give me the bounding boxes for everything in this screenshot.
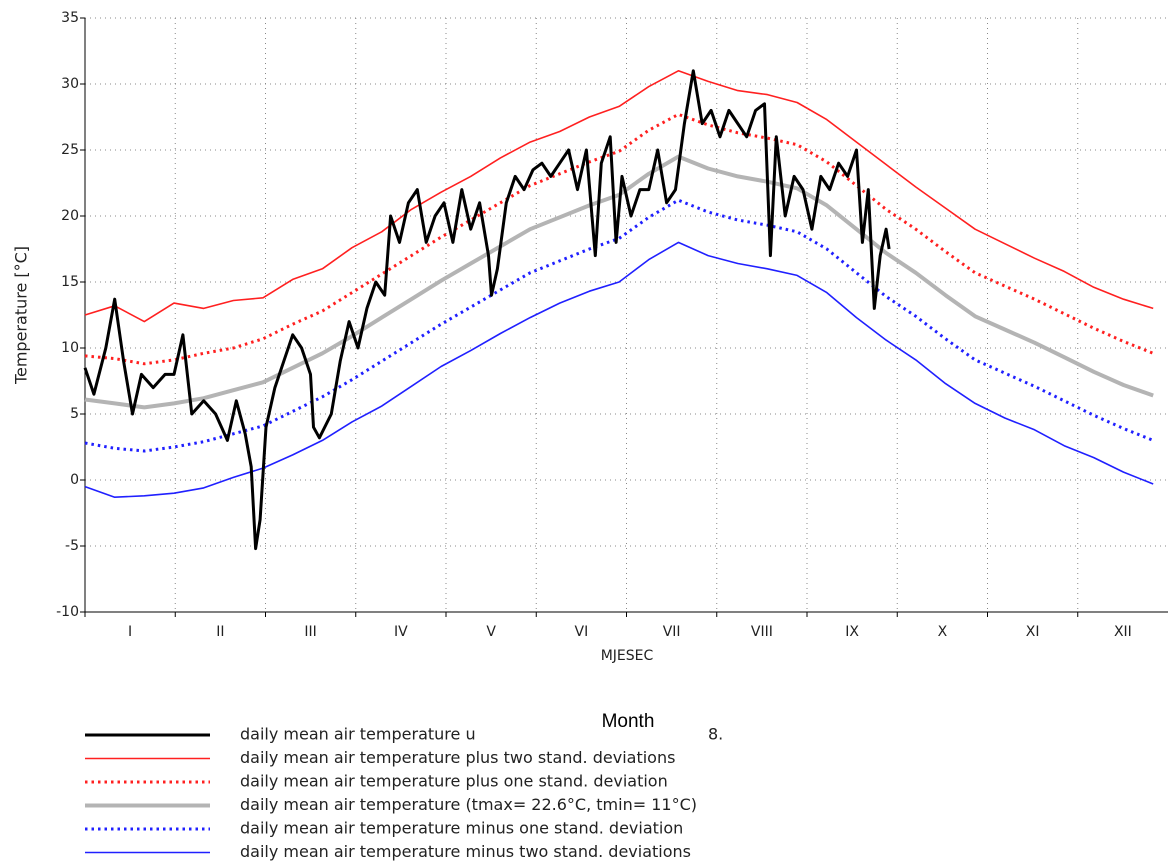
x-tick-label: IV <box>394 624 408 640</box>
y-axis-title: Temperature [°C] <box>12 246 31 385</box>
legend-label: daily mean air temperature (tmax= 22.6°C… <box>240 795 697 814</box>
x-tick-label: VII <box>663 624 681 640</box>
x-tick-label: VI <box>575 624 589 640</box>
y-tick-label: 30 <box>61 76 79 92</box>
x-tick-label: VIII <box>751 624 773 640</box>
x-tick-label: I <box>128 624 132 640</box>
x-axis-title: MJESEC <box>601 648 654 664</box>
series-line <box>83 69 891 551</box>
legend-label: daily mean air temperature minus one sta… <box>240 819 683 838</box>
series-line <box>84 70 1154 323</box>
x-tick-label: XI <box>1026 624 1040 640</box>
y-tick-label: 10 <box>61 340 79 356</box>
y-tick-label: -5 <box>65 538 79 554</box>
legend-fragment: 8. <box>708 725 723 744</box>
x-tick-label: III <box>304 624 316 640</box>
y-tick-label: 25 <box>61 142 79 158</box>
series-line <box>84 112 1154 366</box>
x-tick-label: II <box>216 624 224 640</box>
y-tick-label: 5 <box>70 406 79 422</box>
legend-label: daily mean air temperature u <box>240 725 476 744</box>
series-line <box>84 241 1154 498</box>
y-tick-label: 0 <box>70 472 79 488</box>
x-axis-title-overlay: Month <box>602 711 655 732</box>
legend-label: daily mean air temperature plus two stan… <box>240 748 675 767</box>
x-tick-label: X <box>938 624 948 640</box>
y-tick-label: 15 <box>61 274 79 290</box>
legend-label: daily mean air temperature plus one stan… <box>240 772 668 791</box>
y-tick-label: 35 <box>61 10 79 26</box>
x-tick-label: XII <box>1114 624 1132 640</box>
x-tick-label: IX <box>845 624 859 640</box>
legend-label: daily mean air temperature minus two sta… <box>240 842 691 861</box>
y-tick-label: 20 <box>61 208 79 224</box>
x-tick-label: V <box>486 624 496 640</box>
y-tick-label: -10 <box>56 604 79 620</box>
